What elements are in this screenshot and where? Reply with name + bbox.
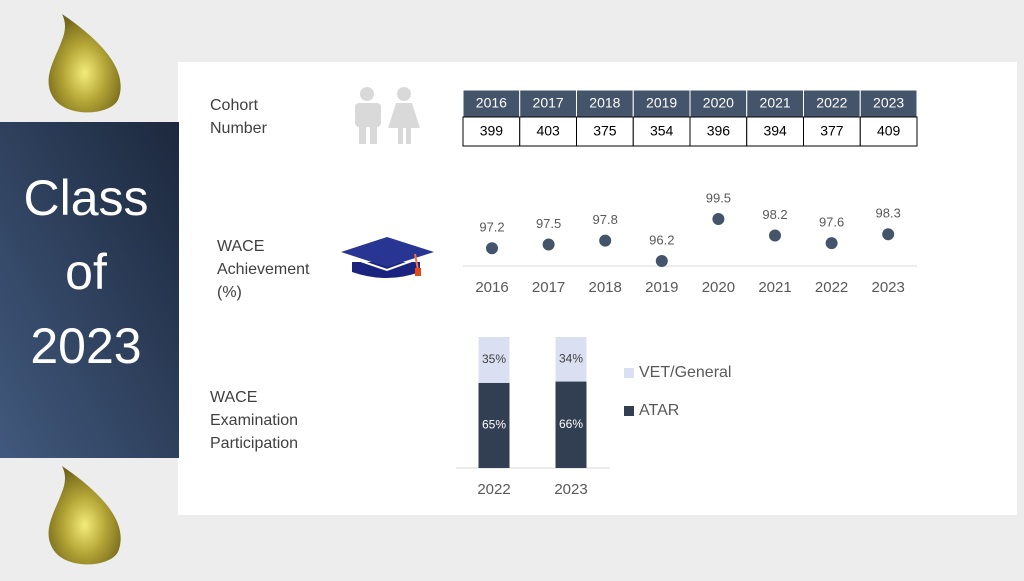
data-label: 34% — [559, 351, 583, 365]
data-dot — [655, 255, 668, 267]
data-label: 98.3 — [876, 206, 901, 221]
x-tick-label: 2022 — [477, 481, 510, 498]
data-label: 96.2 — [649, 232, 674, 247]
table-header-text: 2017 — [533, 95, 564, 111]
data-dot — [769, 229, 781, 242]
table-cell — [859, 116, 918, 147]
slide-title: of — [65, 244, 107, 300]
table-cell — [803, 116, 861, 147]
data-dot — [599, 234, 612, 247]
table-cell — [576, 116, 634, 147]
table-header-text: 2019 — [646, 95, 677, 111]
bar-segment — [555, 337, 587, 382]
section-label: (%) — [217, 284, 242, 301]
table-header-text: 2022 — [816, 95, 847, 111]
data-dot — [542, 238, 555, 251]
data-label: 99.5 — [706, 190, 731, 205]
data-label: 66% — [559, 417, 583, 431]
bar-segment — [555, 381, 587, 468]
table-cell — [519, 116, 577, 147]
x-tick-label: 2016 — [475, 279, 508, 296]
table-header-text: 2023 — [873, 95, 904, 111]
data-dot — [825, 237, 838, 250]
slide-title: Class — [23, 170, 148, 226]
table-cell-text: 377 — [820, 123, 844, 139]
data-label: 98.2 — [762, 207, 787, 222]
legend-label: ATAR — [639, 402, 679, 419]
title-panel — [0, 122, 179, 458]
table-header-cell — [519, 89, 577, 118]
x-tick-label: 2019 — [645, 279, 678, 296]
legend-label: VET/General — [639, 364, 731, 381]
x-tick-label: 2018 — [589, 279, 622, 296]
table-cell-text: 409 — [877, 123, 901, 139]
table-cell-text: 354 — [650, 123, 674, 139]
data-label: 97.5 — [536, 216, 561, 231]
data-dot — [486, 242, 498, 255]
table-cell-text: 375 — [593, 123, 617, 139]
section-label: Achievement — [217, 261, 310, 278]
data-label: 35% — [482, 352, 506, 366]
x-tick-label: 2017 — [532, 279, 565, 296]
table-header-text: 2021 — [760, 95, 791, 111]
x-tick-label: 2021 — [758, 279, 791, 296]
x-tick-label: 2020 — [702, 279, 735, 296]
graduation-cap-icon — [341, 237, 434, 278]
data-label: 97.8 — [593, 212, 618, 227]
table-header-text: 2018 — [589, 95, 620, 111]
table-cell-text: 394 — [763, 123, 787, 139]
flame-icon — [48, 466, 121, 565]
section-label: Examination — [210, 412, 298, 429]
table-header-text: 2020 — [703, 95, 734, 111]
table-header-cell — [576, 89, 634, 118]
people-icon — [355, 87, 420, 144]
table-header-text: 2016 — [476, 95, 507, 111]
table-header-cell — [803, 89, 861, 118]
bar-segment — [478, 382, 510, 468]
table-cell-text: 396 — [707, 123, 731, 139]
x-tick-label: 2023 — [872, 279, 905, 296]
table-cell — [689, 116, 748, 147]
table-header-cell — [859, 89, 918, 118]
section-label: Participation — [210, 435, 298, 452]
data-label: 97.2 — [479, 220, 504, 235]
data-dot — [712, 213, 725, 225]
table-cell — [632, 116, 691, 147]
legend-swatch — [624, 368, 634, 378]
table-cell-text: 403 — [536, 123, 560, 139]
section-label: WACE — [217, 238, 264, 255]
x-tick-label: 2022 — [815, 279, 848, 296]
table-header-cell — [746, 89, 804, 118]
data-dot — [882, 228, 895, 241]
x-tick-label: 2023 — [554, 481, 587, 498]
data-label: 97.6 — [819, 215, 844, 230]
section-label: WACE — [210, 389, 257, 406]
section-label: Number — [210, 120, 268, 137]
legend-swatch — [624, 406, 634, 416]
table-cell — [746, 116, 804, 147]
bar-segment — [478, 337, 510, 383]
section-label: Cohort — [210, 97, 259, 114]
slide-title: 2023 — [30, 318, 141, 374]
flame-icon — [48, 14, 121, 113]
data-label: 65% — [482, 418, 506, 432]
table-cell-text: 399 — [480, 123, 504, 139]
